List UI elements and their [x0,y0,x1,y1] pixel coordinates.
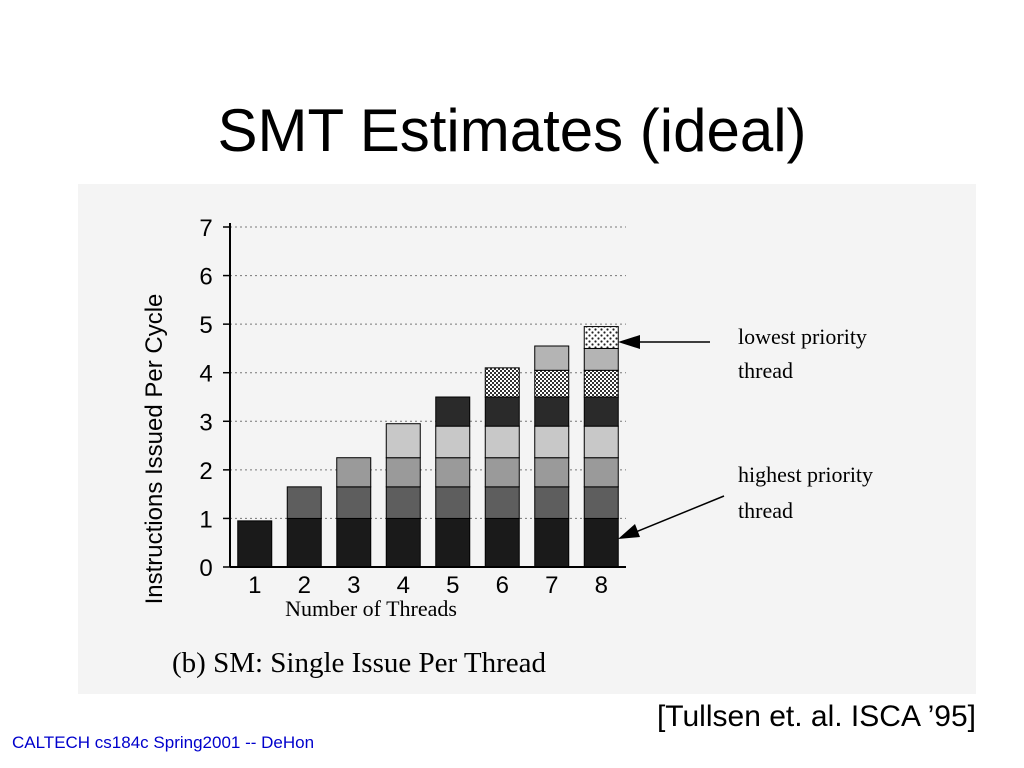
slide-title: SMT Estimates (ideal) [217,97,807,164]
bar-2 [286,486,322,568]
annotation-highest-arrow-line [625,495,725,537]
bar-6-segment-6 [484,367,520,398]
annotation-lowest-text-2: thread [738,358,793,383]
annotation-lowest-text-1: lowest priority [738,324,867,349]
x-tick-label-3: 3 [347,572,360,599]
bar-8-segment-3 [583,457,619,488]
bar-4-segment-1 [385,517,421,568]
bar-3-segment-3 [336,457,372,488]
y-tick-labels: 0 1 2 3 4 5 6 7 [199,215,212,582]
x-tick-label-2: 2 [298,572,311,599]
y-tick-label-6: 6 [199,264,212,291]
footer: CALTECH cs184c Spring2001 -- DeHon [12,733,315,752]
bar-1 [237,520,273,568]
bar-8-segment-4 [583,425,619,459]
bar-3 [336,457,372,568]
bar-7-segment-6 [534,369,570,398]
bar-6-segment-4 [484,425,520,459]
bar-4-segment-2 [385,486,421,519]
bar-1-segment-1 [237,520,273,568]
bar-5-segment-4 [435,425,471,459]
bar-4-segment-4 [385,423,421,459]
bar-6-segment-2 [484,486,520,519]
bar-7-segment-5 [534,396,570,427]
bar-8-segment-6 [583,369,619,398]
x-tick-label-6: 6 [496,572,509,599]
bar-6-segment-3 [484,457,520,488]
bar-8-segment-7 [583,347,619,371]
bar-4-segment-3 [385,457,421,488]
y-tick-label-4: 4 [199,361,212,388]
annotation-highest: highest priority thread [618,462,873,539]
annotation-highest-arrowhead [618,524,640,539]
bar-5-segment-3 [435,457,471,488]
bar-3-segment-1 [336,517,372,568]
annotation-highest-text-1: highest priority [738,462,873,487]
bar-7-segment-4 [534,425,570,459]
bar-5-segment-2 [435,486,471,519]
figure-background [78,184,976,694]
y-tick-label-1: 1 [199,506,212,533]
annotation-lowest: lowest priority thread [618,324,867,383]
bar-8 [583,326,619,568]
chart-figure: 0 1 2 3 4 5 6 7 1 2 3 4 5 6 7 8 Instructions Issued Pe… [78,184,976,694]
bar-8-segment-8 [583,326,619,349]
x-tick-label-4: 4 [397,572,410,599]
bar-5-segment-5 [435,396,471,427]
y-tick-label-0: 0 [199,555,212,582]
x-tick-label-8: 8 [595,572,608,599]
x-tick-labels: 1 2 3 4 5 6 7 8 [248,572,608,599]
bar-2-segment-2 [286,486,322,519]
chart-title: (b) SM: Single Issue Per Thread [172,647,546,679]
bar-7-segment-3 [534,457,570,488]
bar-5-segment-1 [435,517,471,568]
y-axis-label: Instructions Issued Per Cycle [141,294,168,605]
bar-3-segment-2 [336,486,372,519]
bar-2-segment-1 [286,517,322,568]
y-tick-label-7: 7 [199,215,212,242]
y-tick-label-3: 3 [199,409,212,436]
annotation-lowest-arrowhead [618,335,640,349]
bar-5 [435,396,471,568]
y-tick-label-5: 5 [199,312,212,339]
bar-7-segment-2 [534,486,570,519]
bar-7 [534,345,570,568]
bar-8-segment-5 [583,396,619,427]
bar-6-segment-5 [484,396,520,427]
bar-6 [484,367,520,568]
annotation-highest-text-2: thread [738,498,793,523]
bars-group [237,326,619,568]
bar-4 [385,423,421,568]
stacked-bar-chart: 0 1 2 3 4 5 6 7 1 2 3 4 5 6 7 8 Instructions Issued Pe… [78,184,976,694]
x-tick-label-5: 5 [446,572,459,599]
x-axis-label: Number of Threads [285,596,457,621]
bar-7-segment-1 [534,517,570,568]
x-tick-label-7: 7 [545,572,558,599]
citation: [Tullsen et. al. ISCA ’95] [656,700,976,733]
y-tick-label-2: 2 [199,458,212,485]
bar-8-segment-2 [583,486,619,519]
bar-8-segment-1 [583,517,619,568]
bar-7-segment-7 [534,345,570,371]
x-tick-label-1: 1 [248,572,261,599]
bar-6-segment-1 [484,517,520,568]
